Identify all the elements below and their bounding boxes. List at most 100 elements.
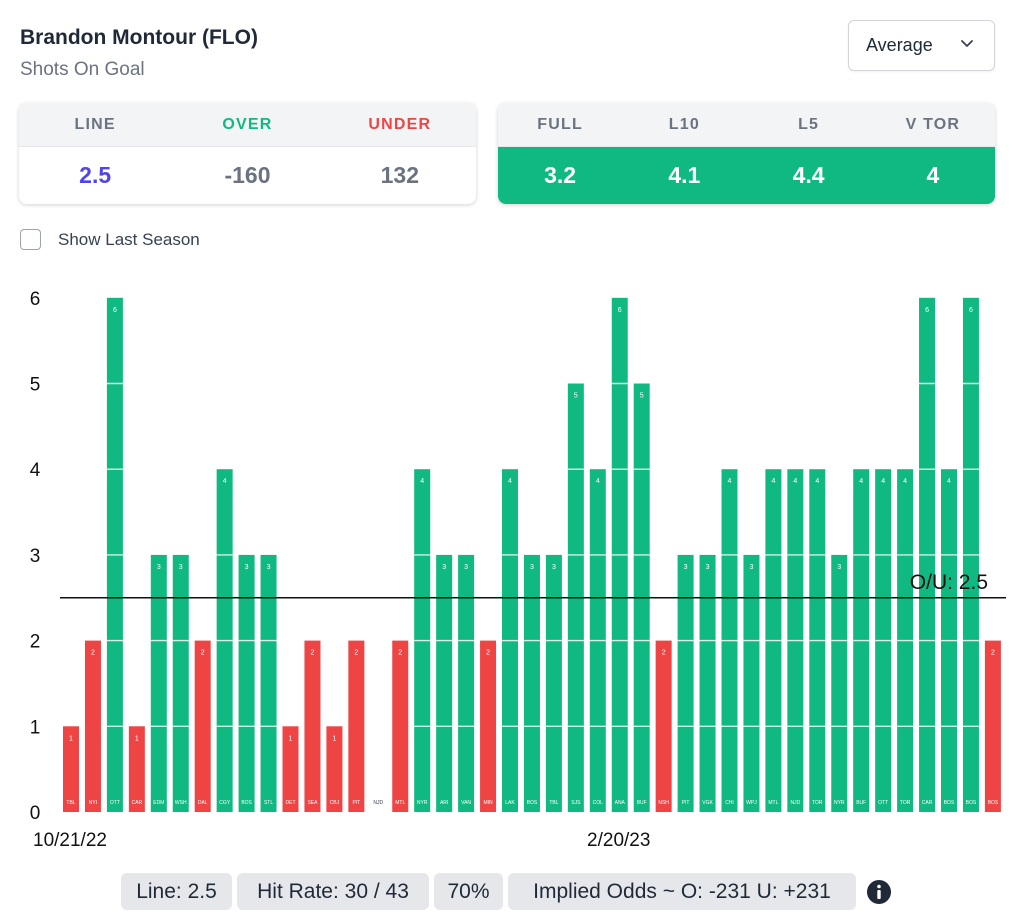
bar-value-label: 4 — [596, 478, 600, 485]
bar-value-label: 4 — [903, 478, 907, 485]
implied-odds-pill: Implied Odds ~ O: -231 U: +231 — [508, 873, 856, 910]
bar-category-label: BUF — [637, 800, 647, 806]
stat-type: Shots On Goal — [20, 59, 145, 80]
bar-value-label: 6 — [618, 307, 622, 314]
bar-value-label: 4 — [793, 478, 797, 485]
bar-category-label: COL — [593, 800, 604, 806]
bar-category-label: EDM — [153, 800, 164, 806]
y-tick-label: 2 — [30, 632, 41, 653]
bar-value-label: 1 — [332, 735, 336, 742]
bar-value-label: 4 — [223, 478, 227, 485]
show-last-season-toggle[interactable]: Show Last Season — [20, 229, 200, 250]
average-dropdown-value: Average — [866, 35, 933, 55]
bar-value-label: 4 — [771, 478, 775, 485]
bar — [984, 640, 1001, 812]
bar — [392, 640, 409, 812]
hit-rate-pill: Hit Rate: 30 / 43 — [237, 873, 429, 910]
shots-bar-chart: 0 1 2 3 4 5 6 1 TBL 2 NYI 6 OTT 1 CAR 3 EDM 3 WSH 2 DAL 4 CGY 3… — [30, 289, 1006, 851]
over-header: OVER — [222, 115, 273, 133]
bar — [699, 554, 716, 812]
full-average: 3.2 — [544, 162, 577, 188]
bar-category-label: NYI — [89, 800, 97, 806]
bar — [150, 554, 167, 812]
bar-value-label: 3 — [157, 564, 161, 571]
bar-value-label: 3 — [464, 564, 468, 571]
bar — [743, 554, 760, 812]
bar-value-label: 3 — [530, 564, 534, 571]
bar-value-label: 3 — [552, 564, 556, 571]
bar-category-label: CAR — [132, 800, 143, 806]
line-value: 2.5 — [79, 162, 112, 188]
y-tick-label: 1 — [30, 717, 41, 738]
bar-category-label: STL — [264, 800, 273, 806]
ou-threshold-label: O/U: 2.5 — [910, 571, 988, 594]
bar-value-label: 3 — [749, 564, 753, 571]
bar-value-label: 5 — [574, 393, 578, 400]
y-tick-label: 5 — [30, 375, 41, 396]
bar — [194, 640, 211, 812]
bar-category-label: TOR — [812, 800, 823, 806]
bar-value-label: 1 — [69, 735, 73, 742]
bar-category-label: ANA — [615, 800, 626, 806]
bar — [63, 726, 79, 812]
bar-category-label: MTL — [395, 800, 405, 806]
hit-percentage-pill: 70% — [434, 873, 503, 910]
bar-category-label: NYR — [417, 800, 428, 806]
bar-category-label: MIN — [483, 800, 493, 806]
under-odds: 132 — [380, 162, 419, 188]
bar-value-label: 3 — [267, 564, 271, 571]
bar-value-label: 1 — [289, 735, 293, 742]
bar-category-label: CHI — [725, 800, 734, 806]
bar — [436, 554, 453, 812]
bar-category-label: BOS — [944, 800, 955, 806]
y-tick-label: 3 — [30, 546, 41, 567]
l5-average: 4.4 — [792, 162, 825, 188]
under-header: UNDER — [368, 115, 432, 133]
bar-category-label: CGY — [219, 800, 231, 806]
bar-value-label: 3 — [179, 564, 183, 571]
show-last-season-label: Show Last Season — [58, 229, 200, 249]
player-name: Brandon Montour (FLO) — [20, 26, 258, 49]
x-date-label: 2/20/23 — [587, 830, 650, 851]
bar-category-label: WSH — [175, 800, 187, 806]
bar-value-label: 3 — [684, 564, 688, 571]
bar — [458, 554, 475, 812]
bar — [238, 554, 255, 812]
bar-value-label: 6 — [113, 307, 117, 314]
bar — [84, 640, 101, 812]
bar-category-label: MTL — [768, 800, 778, 806]
bar — [831, 554, 848, 812]
bar-value-label: 6 — [925, 307, 929, 314]
y-tick-label: 4 — [30, 460, 41, 481]
line-odds-card: LINE OVER UNDER 2.5 -160 132 — [19, 103, 476, 204]
bar-value-label: 2 — [486, 650, 490, 657]
info-icon[interactable] — [866, 879, 892, 905]
bar-value-label: 4 — [508, 478, 512, 485]
bar-value-label: 2 — [310, 650, 314, 657]
bar-category-label: CAR — [922, 800, 933, 806]
l10-average: 4.1 — [668, 162, 701, 188]
bar — [282, 726, 299, 812]
bar — [523, 554, 540, 812]
l5-header: L5 — [798, 115, 820, 133]
bar-value-label: 4 — [947, 478, 951, 485]
bar-category-label: SJS — [571, 800, 581, 806]
bar-category-label: ARI — [440, 800, 448, 806]
x-date-label: 10/21/22 — [33, 830, 107, 851]
average-dropdown[interactable]: Average — [848, 20, 995, 71]
vs-opponent-header: V TOR — [905, 115, 961, 133]
bar — [172, 554, 189, 812]
bar-category-label: WPJ — [746, 800, 757, 806]
show-last-season-checkbox[interactable] — [20, 229, 41, 250]
bar-category-label: NSH — [658, 800, 669, 806]
bar-category-label: LAK — [505, 800, 515, 806]
bar — [260, 554, 277, 812]
y-tick-label: 6 — [30, 289, 41, 310]
bar-category-label: BUF — [856, 800, 866, 806]
bar-category-label: NJD — [790, 800, 800, 806]
bar-value-label: 2 — [354, 650, 358, 657]
bar-category-label: NYR — [834, 800, 845, 806]
bar-category-label: CBJ — [330, 800, 340, 806]
bar — [480, 640, 497, 812]
bar — [545, 554, 562, 812]
